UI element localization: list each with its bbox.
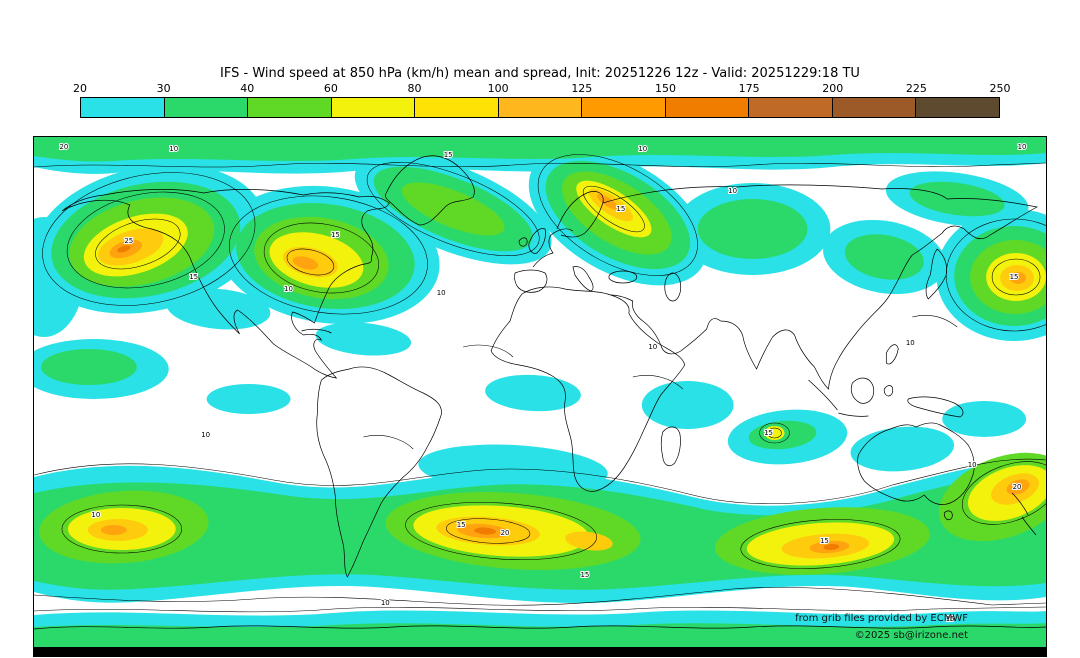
contour-label: 10	[648, 343, 657, 351]
colorbar-tick-label: 30	[156, 82, 171, 95]
contour-label: 10	[91, 511, 100, 519]
colorbar-segment	[582, 98, 666, 117]
colorbar-tick-label: 60	[323, 82, 338, 95]
colorbar-segment	[164, 98, 249, 117]
contour-label: 15	[820, 537, 829, 545]
wind-fill-layer	[34, 137, 1046, 647]
contour-label: 15	[457, 521, 466, 529]
contour-labels: 20 10 15 10 10 25 15 15 10 10 15 10 15 10 10 15 10 15 20 15…	[59, 142, 1028, 624]
colorbar-segment	[415, 98, 499, 117]
contour-label: 10	[728, 187, 737, 195]
colorbar-tick-label: 125	[571, 82, 593, 95]
colorbar-segment	[749, 98, 833, 117]
colorbar-segment	[498, 98, 583, 117]
contour-label: 15	[331, 231, 340, 239]
map-bottom-bar	[34, 647, 1046, 656]
colorbar-segment	[81, 98, 165, 117]
contour-label: 15	[616, 205, 625, 213]
credit-copyright: ©2025 sb@irizone.net	[854, 630, 968, 641]
contour-label: 15	[580, 571, 589, 579]
colorbar-tick-label: 20	[73, 82, 87, 95]
colorbar-tick-label: 175	[738, 82, 760, 95]
contour-label: 10	[201, 431, 210, 439]
colorbar-tick-label: 100	[487, 82, 509, 95]
colorbar-segment	[248, 98, 332, 117]
contour-label: 25	[124, 237, 133, 245]
map-frame: 20 10 15 10 10 25 15 15 10 10 15 10 15 10 10 15 10 15 20 15…	[33, 136, 1047, 657]
contour-label: 20	[59, 143, 68, 151]
contour-label: 10	[1018, 143, 1027, 151]
contour-label: 10	[437, 289, 446, 297]
colorbar-tick-label: 80	[407, 82, 422, 95]
page-title: IFS - Wind speed at 850 hPa (km/h) mean …	[220, 66, 860, 81]
contour-label: 15	[946, 615, 955, 623]
contour-label: 10	[906, 339, 915, 347]
colorbar-tick-label: 40	[240, 82, 255, 95]
colorbar-tick-label: 200	[822, 82, 844, 95]
colorbar-segment	[665, 98, 750, 117]
contour-label: 15	[444, 151, 453, 159]
coastline-layer	[34, 155, 1046, 630]
contour-label: 15	[1010, 273, 1019, 281]
contour-label: 10	[169, 145, 178, 153]
contour-label: 20	[1013, 483, 1022, 491]
colorbar-segment	[832, 98, 917, 117]
colorbar-segments	[80, 97, 1000, 118]
colorbar-tick-label: 225	[905, 82, 927, 95]
contour-label: 10	[284, 285, 293, 293]
colorbar-segment	[331, 98, 416, 117]
colorbar-tick-label: 150	[654, 82, 676, 95]
credit-source: from grib files provided by ECMWF	[795, 613, 968, 624]
contour-label: 10	[381, 599, 390, 607]
colorbar-tick-label: 250	[989, 82, 1011, 95]
colorbar-segment	[916, 98, 1000, 117]
colorbar-ticks: 20 30 40 60 80 100 125 150 175 200 225 250	[73, 82, 1011, 96]
world-wind-map: 20 10 15 10 10 25 15 15 10 10 15 10 15 10 10 15 10 15 20 15…	[34, 137, 1046, 647]
contour-label: 10	[638, 145, 647, 153]
contour-label: 20	[501, 529, 510, 537]
contour-label: 15	[189, 273, 198, 281]
contour-label: 15	[764, 429, 773, 437]
contour-line-layer	[34, 154, 1046, 613]
contour-label: 10	[968, 461, 977, 469]
